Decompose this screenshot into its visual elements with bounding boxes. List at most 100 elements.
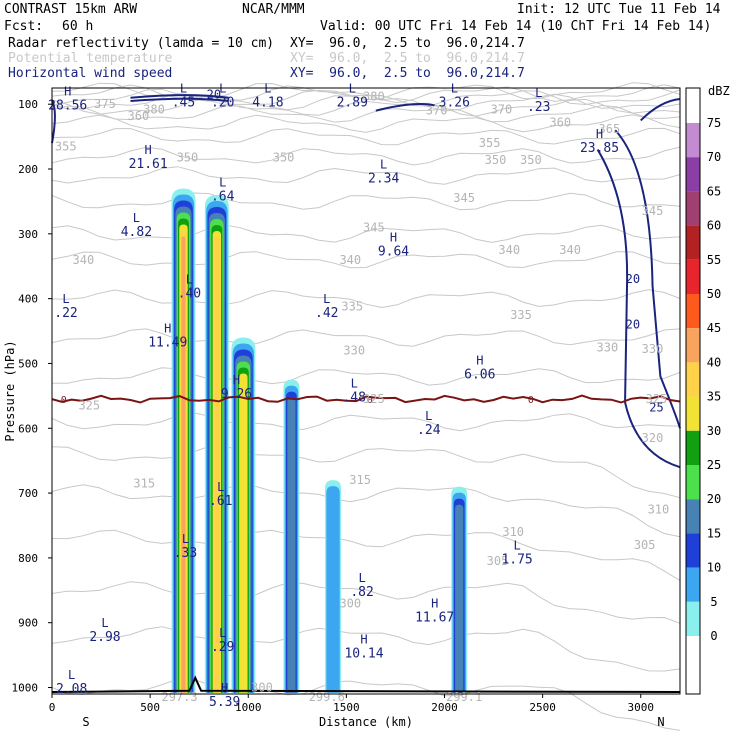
- theta-label: 375: [94, 97, 116, 111]
- y-tick-label: 200: [18, 163, 38, 176]
- colorbar-swatch: [686, 225, 700, 260]
- extremum-value: 2.34: [368, 171, 399, 186]
- extremum-type: L: [62, 292, 69, 306]
- wind-contours: [51, 94, 681, 469]
- extremum-value: 6.06: [464, 368, 495, 383]
- x-tick-label: 1000: [235, 701, 262, 714]
- theta-label: 360: [549, 115, 571, 129]
- theta-contour: [51, 88, 681, 107]
- extremum-value: 4.18: [252, 95, 283, 110]
- x-tick-label: 0: [49, 701, 56, 714]
- extremum-value: 1.75: [501, 552, 532, 567]
- theta-contour: [51, 114, 681, 133]
- terrain-line: [51, 675, 681, 694]
- center-label: NCAR/MMM: [242, 2, 305, 17]
- theta-contours: [51, 82, 681, 731]
- wind-contour: [614, 129, 681, 429]
- theta-contour: [51, 224, 681, 243]
- extremum-value: .29: [211, 640, 234, 655]
- colorbar-label: 15: [707, 526, 721, 540]
- theta-contour: [51, 192, 681, 211]
- colorbar-swatch: [686, 294, 700, 329]
- fcst-label: Fcst:: [4, 19, 44, 34]
- colorbar-swatch: [686, 465, 700, 500]
- field-reflectivity: Radar reflectivity (lamda = 10 cm): [8, 36, 275, 51]
- x-tick-label: 2500: [529, 701, 556, 714]
- theta-label: 300: [251, 681, 273, 695]
- extremum-value: 4.82: [121, 225, 152, 240]
- extremum-type: H: [221, 681, 228, 695]
- wind-contour: [375, 103, 435, 112]
- extremum-type: L: [101, 616, 108, 630]
- colorbar-swatch: [686, 567, 700, 602]
- theta-label: 340: [498, 243, 520, 257]
- extremum-type: H: [596, 127, 603, 141]
- extremum-type: H: [476, 354, 483, 368]
- colorbar-label: 65: [707, 184, 721, 198]
- theta-contour: [51, 483, 681, 538]
- wind-contour: [51, 100, 56, 144]
- y-tick-label: 100: [18, 98, 38, 111]
- extremum-value: .20: [211, 95, 234, 110]
- freezing-level-label: 0: [367, 395, 373, 406]
- fcst-value: 60 h: [62, 19, 94, 34]
- extremum-value: 23.85: [580, 141, 619, 156]
- colorbar-swatch: [686, 430, 700, 465]
- colorbar-swatch: [686, 396, 700, 431]
- extremum-type: L: [219, 626, 226, 640]
- colorbar-label: 60: [707, 219, 721, 233]
- extremum-value: .45: [172, 95, 195, 110]
- theta-label: 350: [485, 153, 507, 167]
- extremum-type: H: [431, 597, 438, 611]
- colorbar-unit: dBZ: [708, 84, 730, 98]
- theta-label: 305: [634, 538, 656, 552]
- theta-label: 370: [491, 102, 513, 116]
- reflectivity-cells: [171, 188, 468, 693]
- theta-contour: [51, 412, 681, 432]
- theta-contour: [51, 104, 681, 123]
- extremum-value: 10.14: [344, 646, 383, 661]
- theta-label: 325: [646, 392, 668, 406]
- wind-contour: [130, 94, 229, 99]
- y-tick-label: 800: [18, 552, 38, 565]
- theta-label: 310: [502, 525, 524, 539]
- theta-label: 365: [599, 122, 621, 136]
- extremum-type: H: [64, 85, 71, 99]
- extremum-value: 2.08: [56, 682, 87, 697]
- theta-label: 380: [363, 89, 385, 103]
- extremum-type: L: [535, 86, 542, 100]
- wind-contour: [130, 97, 229, 102]
- colorbar-label: 55: [707, 253, 721, 267]
- extremum-type: H: [360, 632, 367, 646]
- extremum-type: L: [217, 480, 224, 494]
- extremum-value: .82: [350, 585, 373, 600]
- theta-contour: [51, 251, 681, 269]
- theta-label: 345: [453, 191, 475, 205]
- y-tick-label: 900: [18, 617, 38, 630]
- theta-label: 320: [642, 431, 664, 445]
- theta-label: 370: [426, 104, 448, 118]
- freezing-line: 0 0 0: [51, 394, 681, 406]
- extremum-value: 11.49: [148, 335, 187, 350]
- colorbar-label: 20: [707, 492, 721, 506]
- freezing-level-label: 0: [528, 395, 534, 406]
- theta-contour: [52, 367, 681, 386]
- theta-contour: [51, 84, 681, 104]
- wind-label: 25: [649, 401, 663, 415]
- colorbar-label: 50: [707, 287, 721, 301]
- extremum-type: L: [351, 376, 358, 390]
- colorbar-label: 30: [707, 424, 721, 438]
- init-time: Init: 12 UTC Tue 11 Feb 14: [517, 2, 721, 17]
- y-tick-label: 300: [18, 228, 38, 241]
- extremum-value: 5.39: [209, 695, 240, 710]
- colorbar-frame: [685, 87, 701, 695]
- extremum-value: 2.98: [89, 630, 120, 645]
- theta-label: 380: [143, 102, 165, 116]
- valid-time: Valid: 00 UTC Fri 14 Feb 14 (10 ChT Fri …: [320, 19, 712, 34]
- theta-label: 305: [487, 554, 509, 568]
- extremum-type: L: [358, 571, 365, 585]
- theta-contour: [51, 127, 681, 146]
- y-tick-label: 400: [18, 293, 38, 306]
- theta-label: 325: [363, 392, 385, 406]
- theta-label: 297.3: [162, 690, 198, 704]
